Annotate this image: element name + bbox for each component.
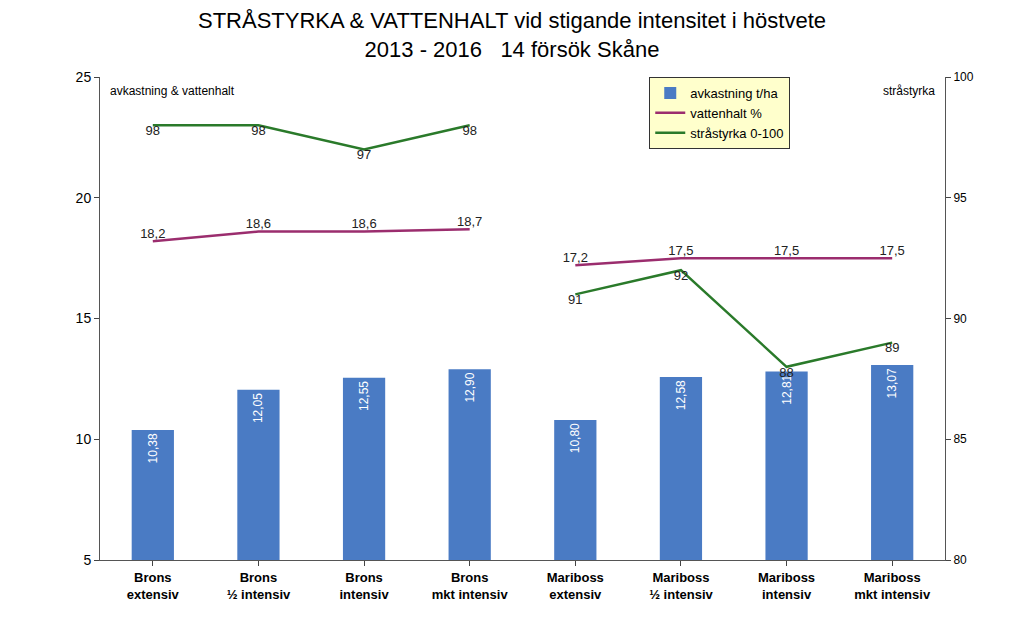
svg-text:12,05: 12,05: [251, 393, 265, 423]
svg-text:12,55: 12,55: [357, 381, 371, 411]
svg-text:89: 89: [885, 340, 899, 355]
svg-text:98: 98: [462, 123, 476, 138]
svg-text:10,38: 10,38: [146, 433, 160, 463]
svg-text:90: 90: [953, 312, 967, 326]
svg-text:Maribossextensiv: Maribossextensiv: [547, 570, 604, 602]
svg-text:88: 88: [779, 365, 793, 380]
svg-text:18,6: 18,6: [246, 216, 271, 231]
svg-text:85: 85: [953, 432, 967, 446]
svg-text:25: 25: [76, 69, 92, 85]
svg-text:95: 95: [953, 191, 967, 205]
svg-text:18,2: 18,2: [140, 226, 165, 241]
svg-text:12,90: 12,90: [463, 372, 477, 402]
svg-text:80: 80: [953, 553, 967, 567]
svg-text:18,7: 18,7: [457, 214, 482, 229]
svg-text:17,5: 17,5: [774, 243, 799, 258]
svg-text:17,5: 17,5: [668, 243, 693, 258]
svg-text:15: 15: [76, 310, 92, 326]
svg-text:97: 97: [357, 147, 371, 162]
svg-text:18,6: 18,6: [351, 216, 376, 231]
svg-text:17,2: 17,2: [563, 250, 588, 265]
svg-text:12,81: 12,81: [780, 374, 794, 404]
svg-text:10: 10: [76, 431, 92, 447]
svg-text:Bronsextensiv: Bronsextensiv: [127, 570, 180, 602]
svg-text:Maribossmkt intensiv: Maribossmkt intensiv: [854, 570, 931, 602]
svg-text:20: 20: [76, 190, 92, 206]
svg-text:Mariboss½ intensiv: Mariboss½ intensiv: [649, 570, 713, 602]
svg-text:5: 5: [83, 552, 91, 568]
svg-text:91: 91: [568, 292, 582, 307]
svg-text:avkastning t/ha: avkastning t/ha: [690, 86, 778, 101]
svg-text:92: 92: [674, 268, 688, 283]
svg-text:avkastning & vattenhalt: avkastning & vattenhalt: [110, 84, 235, 98]
svg-text:13,07: 13,07: [885, 368, 899, 398]
svg-text:vattenhalt %: vattenhalt %: [690, 106, 762, 121]
svg-text:Maribossintensiv: Maribossintensiv: [758, 570, 815, 602]
svg-text:Bronsmkt intensiv: Bronsmkt intensiv: [432, 570, 509, 602]
svg-text:Bronsintensiv: Bronsintensiv: [339, 570, 389, 602]
svg-text:98: 98: [251, 123, 265, 138]
svg-text:12,58: 12,58: [674, 380, 688, 410]
svg-text:17,5: 17,5: [880, 243, 905, 258]
svg-text:100: 100: [953, 70, 973, 84]
svg-text:98: 98: [146, 123, 160, 138]
svg-text:10,80: 10,80: [568, 423, 582, 453]
svg-text:STRÅSTYRKA & VATTENHALT vid st: STRÅSTYRKA & VATTENHALT vid stigande int…: [198, 8, 826, 62]
svg-text:stråstyrka 0-100: stråstyrka 0-100: [690, 126, 783, 141]
svg-text:Brons½ intensiv: Brons½ intensiv: [227, 570, 291, 602]
svg-text:stråstyrka: stråstyrka: [883, 84, 935, 98]
